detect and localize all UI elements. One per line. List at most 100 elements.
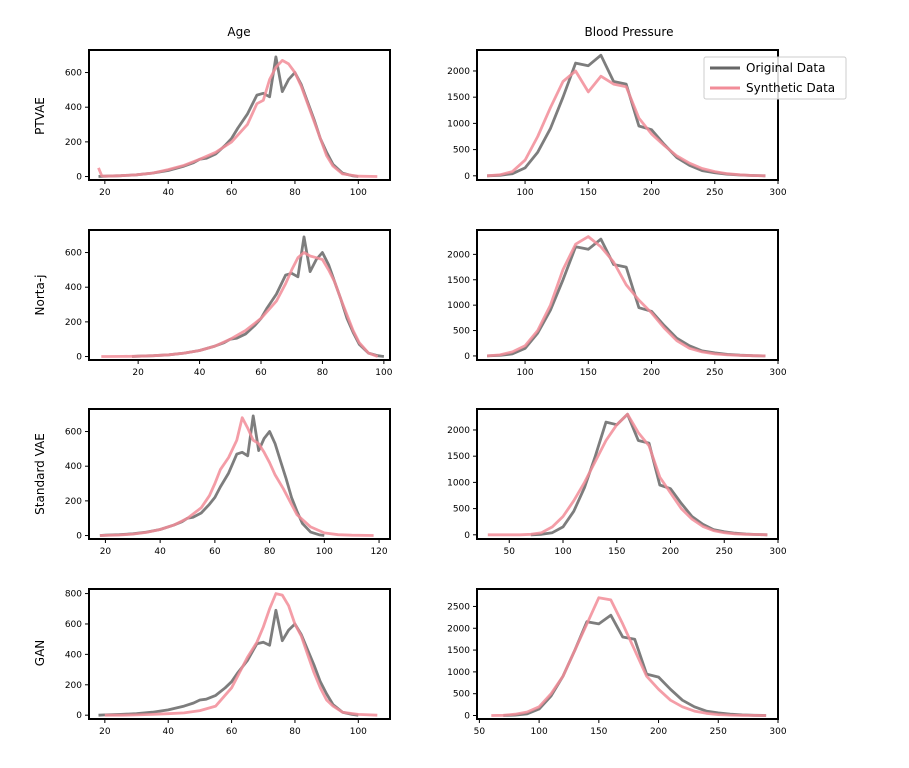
panel-norta-j-age: 20 40 60 80 100 0 200 400 600 — [65, 229, 393, 378]
y-tick-label: 600 — [65, 249, 82, 259]
panel-ptvae-blood-pressure: 100 150 200 250 300 0 500 1000 1500 2000 — [447, 49, 787, 198]
x-tick-label: 150 — [590, 727, 607, 737]
y-tick-label: 1500 — [447, 646, 470, 656]
y-tick-label: 0 — [464, 352, 470, 362]
x-tick-label: 40 — [162, 727, 174, 737]
y-tick-label: 1500 — [447, 452, 470, 462]
row-label-norta-j: Norta-j — [33, 275, 47, 316]
x-tick-label: 300 — [769, 188, 786, 198]
y-tick-label: 2000 — [447, 67, 470, 77]
legend-label-synthetic: Synthetic Data — [746, 81, 835, 95]
x-tick-label: 100 — [375, 368, 392, 378]
y-tick-label: 800 — [65, 590, 82, 600]
series-original-line — [99, 414, 325, 537]
series-synthetic-line — [486, 235, 766, 358]
y-tick-label: 0 — [464, 172, 470, 182]
y-tick-label: 600 — [65, 428, 82, 438]
x-tick-label: 200 — [643, 368, 660, 378]
y-tick-label: 400 — [65, 650, 82, 660]
y-tick-label: 2500 — [447, 602, 470, 612]
x-tick-label: 150 — [580, 368, 597, 378]
y-tick-label: 1000 — [447, 301, 470, 311]
y-tick-label: 2000 — [447, 426, 470, 436]
plot-frame — [476, 408, 779, 540]
y-tick-label: 0 — [76, 711, 82, 721]
plot-frame — [476, 588, 779, 720]
series-original-line — [98, 55, 359, 178]
y-tick-label: 500 — [453, 505, 470, 515]
x-tick-label: 60 — [209, 547, 221, 557]
panel-norta-j-blood-pressure: 100 150 200 250 300 0 500 1000 1500 2000 — [447, 229, 787, 378]
x-tick-label: 20 — [132, 368, 144, 378]
x-tick-label: 80 — [289, 188, 301, 198]
y-tick-label: 1500 — [447, 93, 470, 103]
x-tick-label: 60 — [255, 368, 267, 378]
y-tick-label: 500 — [453, 327, 470, 337]
x-tick-label: 250 — [710, 727, 727, 737]
x-tick-label: 150 — [580, 188, 597, 198]
row-label-gan: GAN — [33, 640, 47, 666]
series-synthetic-line — [101, 251, 379, 358]
x-tick-label: 40 — [154, 547, 166, 557]
x-tick-label: 300 — [769, 547, 786, 557]
x-tick-label: 250 — [706, 188, 723, 198]
x-tick-label: 200 — [650, 727, 667, 737]
panel-gan-blood-pressure: 50 100 150 200 250 300 0 500 1000 1500 2000 2500 — [447, 588, 787, 737]
x-tick-label: 60 — [226, 727, 238, 737]
y-tick-label: 0 — [76, 173, 82, 183]
y-tick-label: 400 — [65, 103, 82, 113]
y-tick-label: 1000 — [447, 478, 470, 488]
x-tick-label: 100 — [516, 188, 533, 198]
plot-frame — [476, 229, 779, 361]
series-original-line — [503, 613, 767, 717]
y-tick-label: 1000 — [447, 119, 470, 129]
column-title-blood-pressure: Blood Pressure — [585, 25, 674, 39]
y-tick-label: 0 — [76, 353, 82, 363]
x-tick-label: 250 — [716, 547, 733, 557]
panel-standard-vae-age: 20 40 60 80 100 120 0 200 400 600 — [65, 408, 391, 557]
x-tick-label: 100 — [350, 727, 367, 737]
x-tick-label: 120 — [370, 547, 387, 557]
x-tick-label: 20 — [100, 547, 112, 557]
y-tick-label: 0 — [464, 531, 470, 541]
column-title-age: Age — [227, 25, 250, 39]
plot-frame — [88, 229, 391, 361]
panel-standard-vae-blood-pressure: 50 100 150 200 250 300 0 500 1000 1500 2000 — [447, 408, 787, 557]
x-tick-label: 300 — [769, 727, 786, 737]
x-tick-label: 60 — [226, 188, 238, 198]
y-tick-label: 2000 — [447, 250, 470, 260]
x-tick-label: 100 — [316, 547, 333, 557]
legend: Original Data Synthetic Data — [703, 56, 847, 100]
y-tick-label: 1500 — [447, 276, 470, 286]
y-tick-label: 200 — [65, 318, 82, 328]
series-synthetic-line — [104, 592, 378, 717]
y-tick-label: 500 — [453, 690, 470, 700]
y-tick-label: 600 — [65, 620, 82, 630]
x-tick-label: 20 — [99, 727, 111, 737]
series-original-line — [487, 237, 766, 358]
x-tick-label: 20 — [99, 188, 111, 198]
y-tick-label: 0 — [464, 712, 470, 722]
legend-label-original: Original Data — [746, 61, 825, 75]
series-original-line — [131, 235, 385, 358]
y-tick-label: 400 — [65, 283, 82, 293]
x-tick-label: 100 — [350, 188, 367, 198]
x-tick-label: 50 — [504, 547, 516, 557]
y-tick-label: 200 — [65, 497, 82, 507]
x-tick-label: 50 — [474, 727, 486, 737]
x-tick-label: 100 — [516, 368, 533, 378]
y-tick-label: 600 — [65, 69, 82, 79]
series-synthetic-line — [99, 416, 374, 537]
x-tick-label: 80 — [264, 547, 276, 557]
series-synthetic-line — [491, 596, 767, 717]
y-tick-label: 400 — [65, 462, 82, 472]
series-original-line — [530, 412, 768, 537]
plot-frame — [88, 408, 391, 540]
y-tick-label: 1000 — [447, 668, 470, 678]
y-tick-label: 200 — [65, 681, 82, 691]
x-tick-label: 40 — [194, 368, 206, 378]
panel-ptvae-age: 20 40 60 80 100 0 200 400 600 — [65, 49, 391, 198]
